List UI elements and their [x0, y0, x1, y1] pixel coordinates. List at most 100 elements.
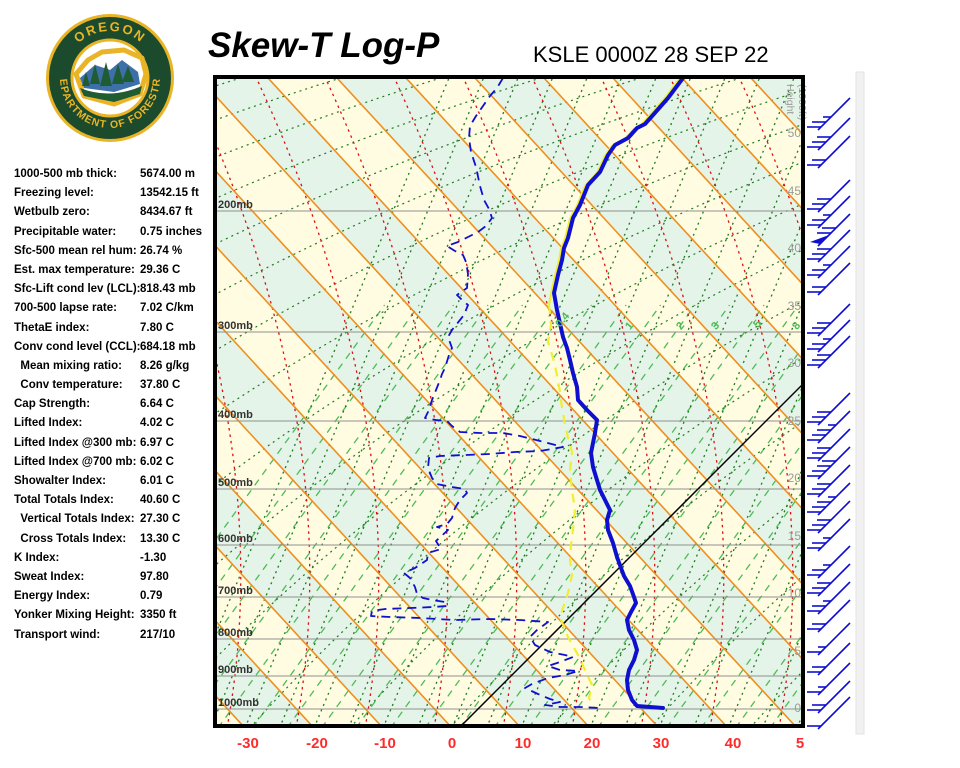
wind-barb [807, 599, 851, 633]
index-value: 27.30 C [140, 513, 181, 526]
wind-barb-shaft [817, 195, 851, 229]
steep-dotted-line [216, 78, 450, 635]
wind-barb-shaft [817, 696, 851, 730]
mixing-ratio-line [874, 305, 960, 728]
index-value: 8434.67 ft [140, 206, 193, 219]
wind-barb [807, 446, 851, 480]
index-label: Sfc-500 mean rel hum: [14, 244, 137, 257]
temp-axis-label: -30 [237, 735, 259, 752]
isotherm-line [216, 695, 246, 727]
index-row: Energy Index: 0.79 [14, 587, 214, 606]
index-row: Precipitable water: 0.75 inches [14, 223, 214, 242]
moist-adiabat-lines [48, 75, 802, 728]
wind-barb-shaft [817, 245, 851, 279]
wind-barb [807, 179, 851, 213]
height-label: 10 [788, 586, 802, 600]
moist-adiabat-line [48, 75, 172, 728]
wind-barb-shaft [817, 599, 851, 633]
index-label: Mean mixing ratio: [14, 359, 122, 372]
steep-dotted-line [279, 78, 554, 727]
index-value: -1.30 [140, 551, 167, 564]
steep-dotted-line [486, 78, 761, 727]
wind-barb-pennant [810, 235, 829, 244]
dry-adiabat-line [216, 78, 243, 87]
mixing-ratio-line [908, 305, 960, 728]
isotherm-line [0, 75, 38, 728]
index-row: Cap Strength: 6.64 C [14, 395, 214, 414]
index-label: Wetbulb zero: [14, 206, 90, 219]
isotherm-bands [0, 75, 802, 728]
index-value: 6.01 C [140, 475, 174, 487]
mixing-ratio-line [390, 304, 696, 727]
isotherm-line [0, 75, 176, 728]
wind-barb-shaft [817, 135, 851, 169]
isotherm-line [216, 395, 522, 727]
steep-dotted-line [244, 78, 519, 727]
scrollbar[interactable] [855, 71, 865, 735]
wind-barb-shaft [817, 662, 851, 696]
index-value: 6.64 C [140, 398, 174, 411]
index-label: Transport wind: [14, 628, 101, 641]
mixing-ratio-line [631, 490, 802, 727]
pressure-label: 300mb [218, 320, 253, 332]
index-value: 684.18 mb [140, 340, 196, 353]
wind-barb-shaft [817, 428, 851, 462]
index-row: Est. max temperature: 29.36 C [14, 261, 214, 280]
mixing-ratio-line [459, 304, 765, 727]
index-value: 3350 ft [140, 609, 177, 622]
station-id: KSLE 0000Z 28 SEP 22 [533, 42, 769, 67]
index-label: Yonker Mixing Height: [14, 609, 135, 622]
index-row: 700-500 lapse rate: 7.02 C/km [14, 299, 214, 318]
wind-barb-shaft [817, 392, 851, 426]
index-row: Wetbulb zero: 8434.67 ft [14, 203, 214, 222]
index-row: Showalter Index: 6.01 C [14, 472, 214, 491]
wind-barb-shaft [817, 446, 851, 480]
index-label: Cross Totals Index: [14, 532, 127, 545]
wind-barb [807, 97, 851, 131]
index-row: Sfc-Lift cond lev (LCL): 818.43 mb [14, 280, 214, 299]
temperature-band [0, 75, 176, 728]
wind-barb-shaft [817, 500, 851, 534]
steep-dotted-line [216, 78, 485, 717]
pressure-lines [216, 210, 802, 710]
steep-dotted-lines [216, 78, 802, 727]
height-label: 15 [788, 529, 802, 543]
wind-barb-shaft [817, 518, 851, 552]
index-label: Sfc-Lift cond lev (LCL): [14, 283, 141, 296]
index-row: Cross Totals Index: 13.30 C [14, 530, 214, 549]
steep-dotted-line [451, 78, 726, 727]
index-label: Energy Index: [14, 590, 91, 603]
index-value: 8.26 g/kg [140, 359, 190, 372]
wind-barb-shaft [817, 680, 851, 714]
isotherm-line [216, 245, 660, 727]
index-row: ThetaE index: 7.80 C [14, 319, 214, 338]
index-value: 97.80 [140, 570, 169, 583]
wind-barb [807, 581, 851, 615]
wind-barb [810, 213, 851, 247]
isotherm-line [680, 78, 802, 210]
isotherm-line [335, 78, 802, 585]
index-label: Lifted Index: [14, 417, 83, 430]
mixing-ratio-line [562, 394, 802, 727]
moist-adiabat-line [255, 78, 380, 727]
mixing-ratio-line [528, 347, 802, 727]
steep-dotted-line [348, 78, 623, 727]
dry-adiabat-line [216, 203, 802, 566]
wind-barb-shaft [817, 642, 851, 676]
steep-dotted-line [313, 78, 588, 727]
wind-barb-shaft [817, 563, 851, 597]
mixing-ratio-line [597, 442, 802, 727]
index-label: Conv temperature: [14, 379, 123, 392]
wind-barb [807, 245, 851, 279]
height-label: 25 [788, 414, 802, 428]
temp-axis-label: -20 [306, 735, 328, 752]
index-label: Cap Strength: [14, 398, 91, 411]
wind-barb [807, 428, 851, 462]
temp-axis-label: 30 [653, 735, 670, 752]
wind-barb-shaft [817, 319, 851, 353]
pressure-label: 200mb [218, 199, 253, 211]
wind-barb [807, 622, 851, 656]
mixing-ratio-line [252, 304, 558, 727]
index-row: Lifted Index @700 mb: 6.02 C [14, 453, 214, 472]
